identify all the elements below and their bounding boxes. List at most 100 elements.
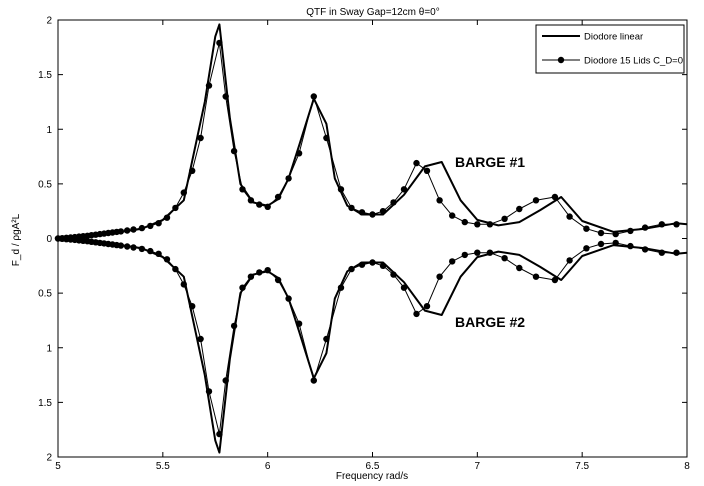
data-point xyxy=(597,240,605,248)
data-point xyxy=(230,147,238,155)
annotation-barge-1: BARGE #1 xyxy=(455,154,525,170)
data-point xyxy=(205,82,213,89)
plot-series xyxy=(54,23,688,454)
data-point xyxy=(274,193,282,201)
y-tick-label: 1.5 xyxy=(38,70,52,81)
data-point xyxy=(337,284,345,291)
y-tick-label: 1.5 xyxy=(38,398,52,409)
x-tick-label: 6 xyxy=(265,461,271,472)
data-point xyxy=(323,335,330,343)
y-tick-label: 0 xyxy=(46,234,52,245)
data-point xyxy=(310,93,317,100)
data-point xyxy=(486,249,494,256)
data-point xyxy=(337,186,345,193)
data-point xyxy=(551,276,559,284)
data-point xyxy=(583,225,590,232)
data-point xyxy=(474,221,481,228)
data-point xyxy=(673,249,680,256)
data-point xyxy=(222,377,229,384)
data-point xyxy=(172,265,179,273)
chart-title: QTF in Sway Gap=12cm θ=0° xyxy=(306,7,440,18)
data-point xyxy=(501,215,508,222)
data-point xyxy=(627,227,634,235)
data-point xyxy=(189,303,196,310)
y-tick-label: 0.5 xyxy=(38,179,52,190)
data-point xyxy=(264,203,271,210)
data-point xyxy=(627,242,634,250)
data-point xyxy=(130,226,137,233)
data-point xyxy=(247,273,255,280)
data-point xyxy=(172,204,179,212)
data-point xyxy=(461,251,468,259)
data-point xyxy=(239,186,246,193)
data-point xyxy=(379,208,387,215)
legend-label-lids: Diodore 15 Lids C_D=0 xyxy=(584,56,683,67)
axis-ticks: 5 5.5 6 6.5 7 7.5 8 2 1.5 1 0.5 0 0.5 1 1.5 2 xyxy=(38,16,690,473)
data-point xyxy=(295,150,303,157)
data-point xyxy=(612,230,619,238)
data-point xyxy=(285,175,292,182)
data-point xyxy=(323,134,330,142)
data-point xyxy=(205,388,213,395)
data-point xyxy=(117,228,125,235)
x-tick-label: 7.5 xyxy=(575,461,589,472)
data-point xyxy=(163,214,171,221)
data-point xyxy=(532,197,540,204)
legend-box xyxy=(535,24,685,74)
y-tick-label: 1 xyxy=(46,343,52,354)
data-point xyxy=(641,224,649,231)
data-point xyxy=(274,276,282,284)
data-point xyxy=(390,271,397,278)
data-point xyxy=(230,322,238,330)
data-point xyxy=(358,209,366,216)
data-point xyxy=(130,244,137,251)
data-point xyxy=(369,211,376,218)
legend-label-linear: Diodore linear xyxy=(584,32,643,43)
data-point xyxy=(449,258,456,265)
series-line-linear xyxy=(57,23,688,240)
data-point xyxy=(216,39,223,47)
data-point xyxy=(155,220,162,227)
data-point xyxy=(516,264,523,272)
data-point xyxy=(474,249,481,256)
data-point xyxy=(124,227,131,234)
data-point xyxy=(180,281,187,288)
data-point xyxy=(436,273,443,280)
data-point xyxy=(216,430,223,438)
y-tick-label: 0.5 xyxy=(38,289,52,300)
x-tick-label: 5.5 xyxy=(156,461,170,472)
data-point xyxy=(189,167,196,174)
x-axis-label: Frequency rad/s xyxy=(336,471,408,482)
data-point xyxy=(390,199,397,206)
x-tick-label: 7 xyxy=(475,461,481,472)
data-point xyxy=(155,250,162,257)
data-point xyxy=(400,186,408,193)
data-point xyxy=(486,221,494,228)
data-point xyxy=(501,255,508,262)
y-tick-label: 1 xyxy=(46,125,52,136)
annotation-barge-2: BARGE #2 xyxy=(455,314,525,330)
data-point xyxy=(449,212,456,219)
data-point xyxy=(222,93,229,100)
data-point xyxy=(583,245,590,252)
data-point xyxy=(413,310,420,318)
y-axis-label: F_d / ρgA²L xyxy=(11,213,22,266)
data-point xyxy=(400,284,408,291)
data-point xyxy=(348,204,355,212)
data-point xyxy=(566,257,573,264)
x-tick-label: 5 xyxy=(55,461,61,472)
data-point xyxy=(423,167,431,174)
data-point xyxy=(369,259,376,266)
series-line-linear xyxy=(57,237,688,454)
data-point xyxy=(310,377,317,384)
data-point xyxy=(163,256,171,263)
y-tick-label: 2 xyxy=(46,453,52,464)
data-point xyxy=(551,193,559,201)
data-point xyxy=(256,201,263,208)
data-point xyxy=(413,159,420,167)
data-point xyxy=(566,213,573,220)
data-point xyxy=(641,246,649,253)
data-point xyxy=(285,295,292,302)
legend-marker-lids xyxy=(557,56,565,64)
data-point xyxy=(597,229,605,237)
